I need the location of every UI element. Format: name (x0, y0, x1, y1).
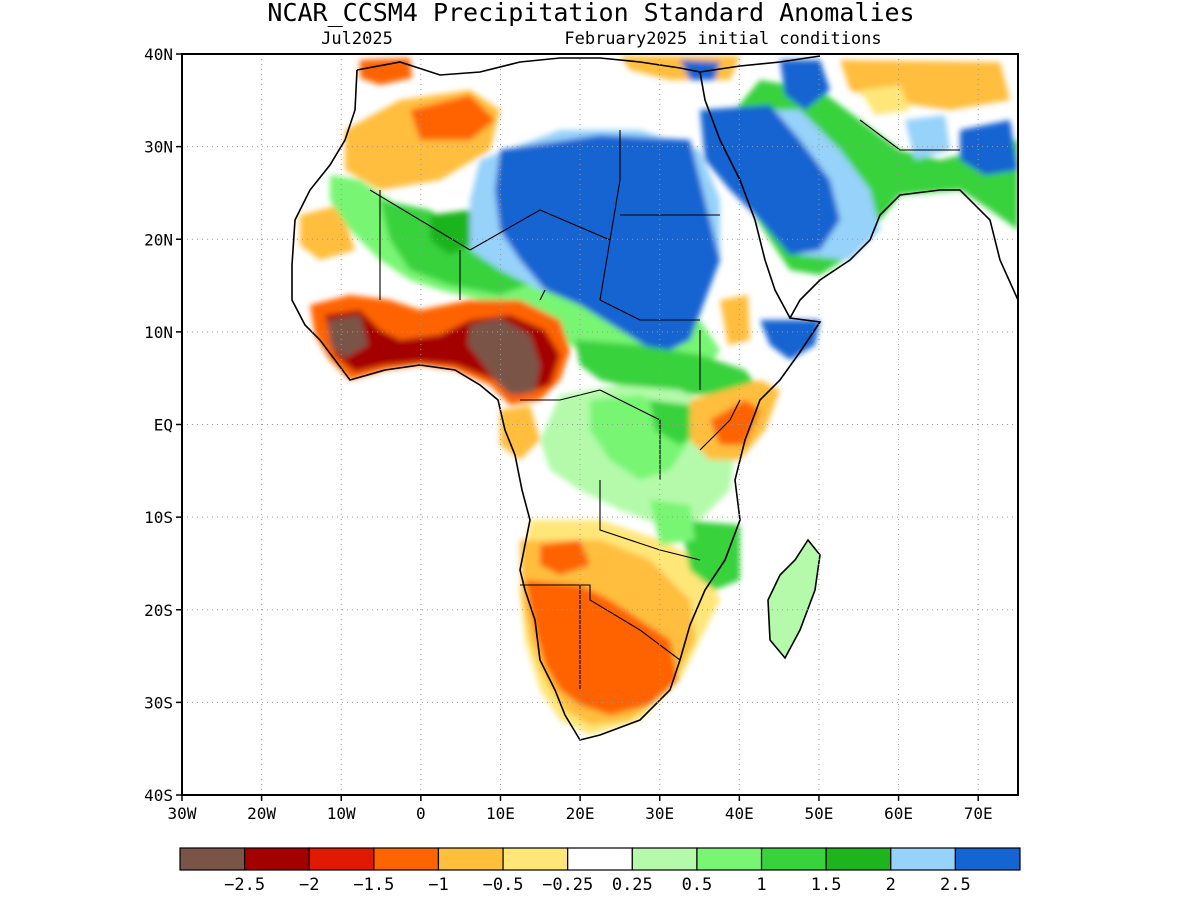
colorbar-swatch (502, 847, 569, 871)
colorbar-label: 2.5 (940, 875, 971, 895)
colorbar-swatch (179, 847, 246, 871)
colorbar-swatch (760, 847, 827, 871)
initial-conditions-label: February2025 initial conditions (564, 29, 881, 49)
country-borders (369, 119, 960, 690)
lon-tick-label: 10E (486, 804, 515, 823)
anomaly-field (291, 55, 1018, 741)
colorbar-label: −2.5 (224, 875, 265, 895)
lon-tick-label: 20W (247, 804, 276, 823)
colorbar-swatch (437, 847, 504, 871)
lon-tick-label: 70E (964, 804, 993, 823)
colorbar-swatch (825, 847, 892, 871)
colorbar-label: −0.5 (483, 875, 524, 895)
colorbar-swatch (308, 847, 375, 871)
colorbar-swatch (631, 847, 698, 871)
colorbar-legend: −2.5 −2 −1.5 −1 −0.5 −0.25 0.25 0.5 1 1.5 2 2.5 (179, 847, 1021, 895)
colorbar-label: 1 (756, 875, 766, 895)
colorbar-swatch (954, 847, 1021, 871)
colorbar-label: 1.5 (811, 875, 842, 895)
figure-title: NCAR_CCSM4 Precipitation Standard Anomal… (267, 0, 914, 27)
gridlines (182, 54, 1018, 795)
lat-tick-label: 40S (144, 786, 173, 805)
colorbar-swatch (373, 847, 440, 871)
lat-tick-label: 10S (144, 508, 173, 527)
colorbar-label: −1.5 (353, 875, 394, 895)
colorbar-swatch (890, 847, 956, 871)
colorbar-label: −2 (299, 875, 319, 895)
lon-tick-label: 20E (566, 804, 595, 823)
target-month-label: Jul2025 (321, 29, 393, 49)
longitude-ticks: 30W 20W 10W 0 10E 20E 30E 40E 50E 60E 70E (168, 795, 993, 823)
colorbar-label: 0.25 (612, 875, 653, 895)
latitude-ticks: 40N 30N 20N 10N EQ 10S 20S 30S 40S (144, 45, 182, 805)
lat-tick-label: 20N (144, 230, 173, 249)
lon-tick-label: 40E (725, 804, 754, 823)
lat-tick-label: EQ (154, 416, 173, 435)
map-plot-area: 40N 30N 20N 10N EQ 10S 20S 30S 40S 30W 20W 10W 0 10E… (144, 45, 1019, 823)
colorbar-label: −0.25 (542, 875, 593, 895)
colorbar-label: −1 (428, 875, 448, 895)
madagascar-landmass (768, 540, 820, 658)
colorbar-label: 2 (886, 875, 896, 895)
lon-tick-label: 60E (884, 804, 913, 823)
lat-tick-label: 20S (144, 601, 173, 620)
colorbar-label: 0.5 (682, 875, 713, 895)
lat-tick-label: 30N (144, 138, 173, 157)
lon-tick-label: 0 (416, 804, 426, 823)
colorbar-swatch (567, 847, 633, 871)
lon-tick-label: 30W (168, 804, 197, 823)
colorbar-swatch (696, 847, 763, 871)
map-frame (181, 53, 1019, 796)
lat-tick-label: 30S (144, 693, 173, 712)
lon-tick-label: 50E (804, 804, 833, 823)
coastlines (291, 55, 1018, 741)
lon-tick-label: 30E (645, 804, 674, 823)
lat-tick-label: 40N (144, 45, 173, 64)
lon-tick-label: 10W (327, 804, 356, 823)
lat-tick-label: 10N (144, 323, 173, 342)
colorbar-swatch (244, 847, 310, 871)
